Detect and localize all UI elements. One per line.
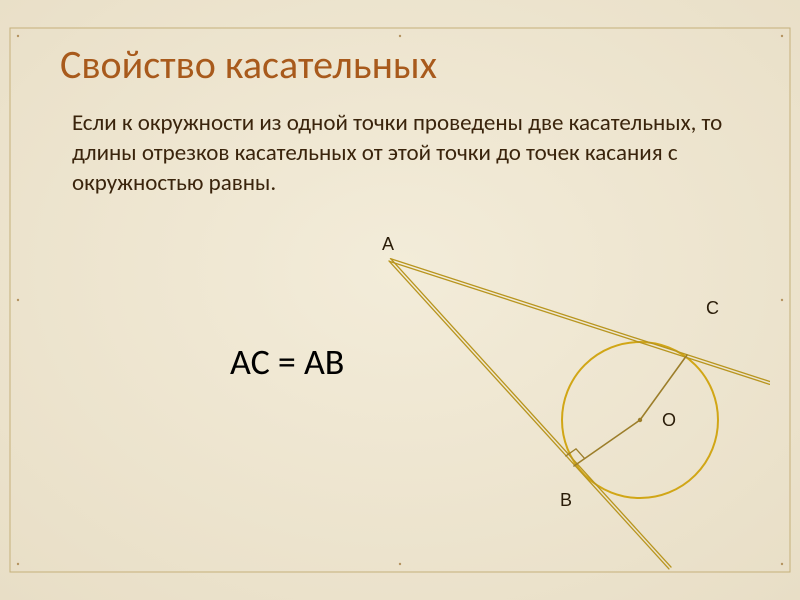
point-label-c: C	[706, 298, 719, 319]
slide: Свойство касательных Если к окружности и…	[0, 0, 800, 600]
slide-title: Свойство касательных	[60, 40, 740, 89]
slide-body-text: Если к окружности из одной точки проведе…	[60, 109, 740, 199]
diagram-svg	[310, 220, 770, 580]
tangent-diagram: A C O B	[310, 220, 770, 580]
point-label-a: A	[382, 234, 394, 255]
point-label-o: O	[662, 410, 676, 431]
point-label-b: B	[560, 490, 572, 511]
